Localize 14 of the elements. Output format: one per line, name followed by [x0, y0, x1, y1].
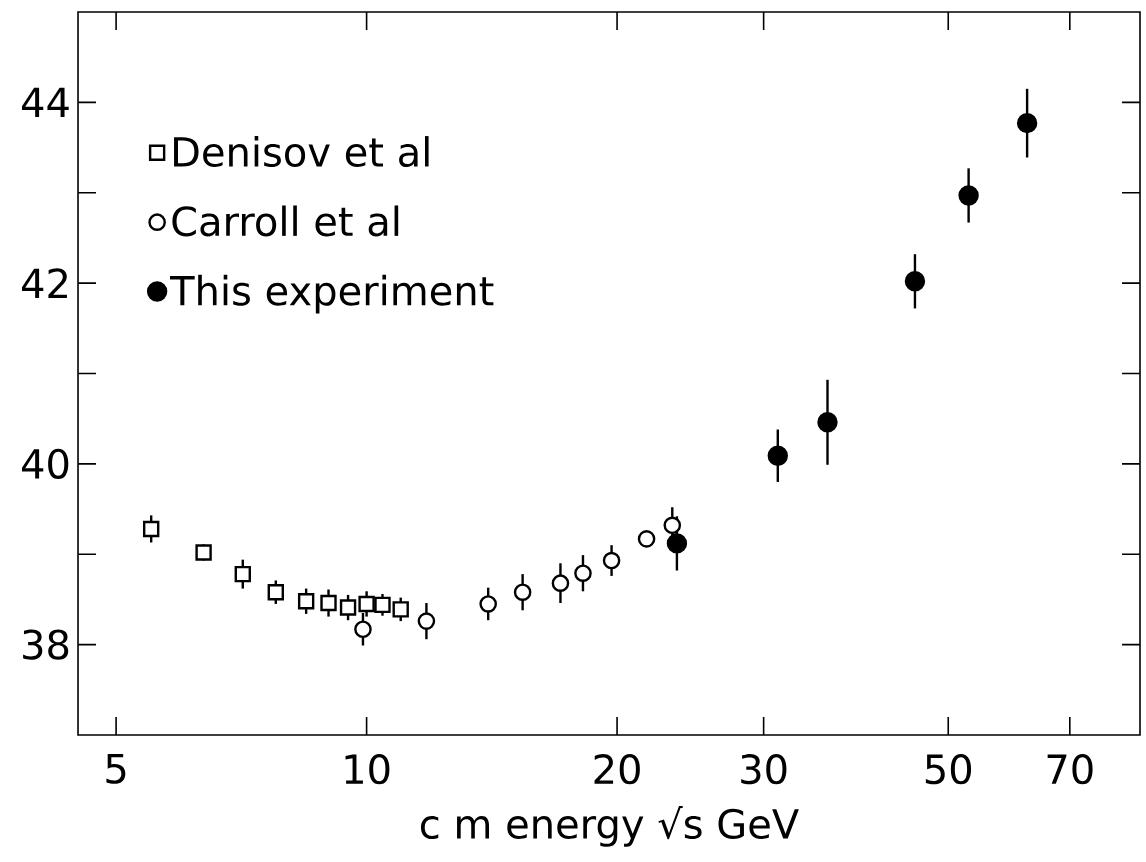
- legend-label: Carroll et al: [172, 205, 399, 237]
- x-tick-label: 70: [1047, 754, 1093, 785]
- x-axis-title: c m energy √s GeV: [420, 806, 799, 847]
- x-tick-label: 30: [741, 754, 787, 785]
- x-tick-label: 5: [106, 754, 126, 784]
- legend-label: Denisov et al: [174, 136, 429, 168]
- y-tick-label: 44: [22, 87, 69, 117]
- legend-label: This experiment: [170, 274, 494, 314]
- x-tick-label: 50: [925, 754, 972, 785]
- x-tick-label: 20: [594, 754, 640, 785]
- y-tick-label: 38: [23, 629, 69, 660]
- y-tick-label: 42: [22, 268, 67, 298]
- x-tick-label: 10: [345, 754, 390, 785]
- y-tick-label: 40: [22, 448, 69, 479]
